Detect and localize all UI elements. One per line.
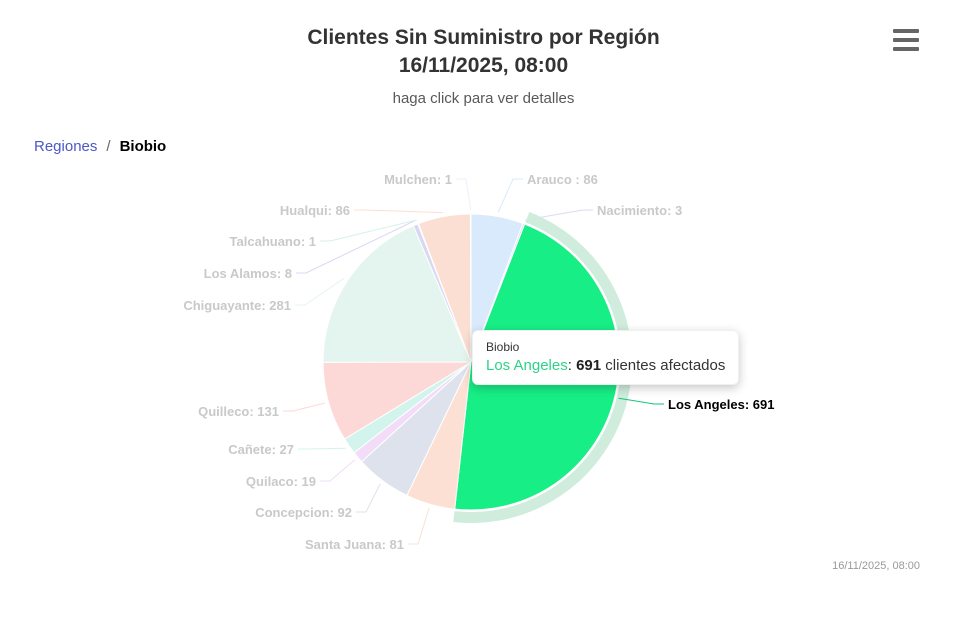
slice-label-canete: Cañete: 27: [228, 442, 294, 457]
tooltip-separator: :: [567, 357, 577, 374]
slice-label-talcahuano: Talcahuano: 1: [230, 234, 316, 249]
slice-label-concepcion: Concepcion: 92: [255, 505, 352, 520]
slice-connector-hualqui: [354, 209, 444, 214]
slice-connector-quilleco: [283, 402, 325, 412]
slice-connector-santa_juana: [408, 507, 430, 545]
slice-label-los_alamos: Los Alamos: 8: [204, 266, 292, 281]
breadcrumb-separator: /: [106, 138, 111, 155]
pie-slice-mulchen[interactable]: [469, 213, 472, 363]
breadcrumb: Regiones / Biobio: [34, 138, 166, 155]
slice-connector-los_angeles: [618, 397, 664, 405]
tooltip-region: Biobio: [486, 340, 520, 354]
breadcrumb-current-biobio: Biobio: [119, 138, 167, 155]
slice-connector-canete: [298, 447, 346, 450]
slice-label-arauco: Arauco : 86: [527, 172, 598, 187]
slice-connector-mulchen: [456, 178, 472, 211]
chart-title-line2: 16/11/2025, 08:00: [398, 54, 569, 77]
chart-timestamp: 16/11/2025, 08:00: [832, 560, 920, 572]
slice-label-chiguayante: Chiguayante: 281: [183, 298, 291, 313]
tooltip: Biobio Los Angeles: 691 clientes afectad…: [472, 330, 740, 385]
slice-connector-arauco: [497, 178, 523, 213]
slice-label-los_angeles: Los Angeles: 691: [668, 397, 774, 412]
tooltip-value: 691: [576, 357, 602, 374]
slice-connector-quilaco: [320, 459, 356, 482]
slice-connector-nacimiento: [525, 209, 593, 221]
chart-title: Clientes Sin Suministro por Región 16/11…: [0, 24, 967, 80]
slice-label-hualqui: Hualqui: 86: [280, 203, 350, 218]
hamburger-menu-icon: [893, 29, 919, 33]
chart-title-line1: Clientes Sin Suministro por Región: [307, 26, 660, 49]
tooltip-suffix: clientes afectados: [601, 357, 726, 374]
slice-connector-concepcion: [356, 483, 381, 513]
slice-label-quilaco: Quilaco: 19: [246, 474, 316, 489]
slice-connector-los_alamos: [296, 220, 415, 274]
slice-label-nacimiento: Nacimiento: 3: [597, 203, 682, 218]
tooltip-point-name: Los Angeles: [486, 357, 568, 374]
chart-context-menu-button[interactable]: [893, 29, 919, 51]
tooltip-line: Los Angeles: 691 clientes afectados: [486, 357, 725, 374]
slice-label-santa_juana: Santa Juana: 81: [305, 537, 404, 552]
slice-connector-chiguayante: [295, 277, 345, 306]
chart-subtitle: haga click para ver detalles: [392, 90, 575, 107]
slice-connector-talcahuano: [320, 219, 417, 242]
slice-label-mulchen: Mulchen: 1: [384, 172, 452, 187]
breadcrumb-link-regiones[interactable]: Regiones: [34, 138, 98, 155]
pie-slice-chiguayante[interactable]: [322, 225, 472, 363]
slice-label-quilleco: Quilleco: 131: [198, 404, 279, 419]
